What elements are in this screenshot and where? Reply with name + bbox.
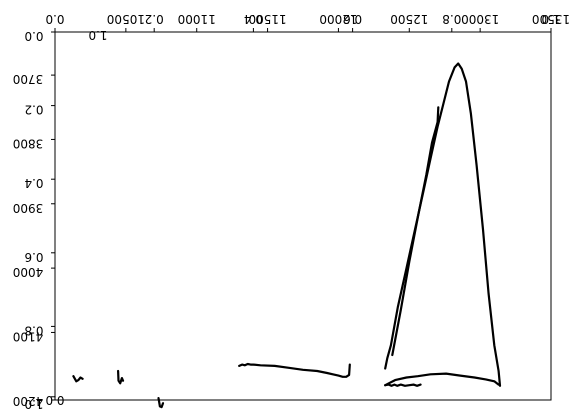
y-tick-label-4200: 4200 [13,394,44,408]
y2-tick-label-0.4: 0.4 [24,176,43,190]
x2-tick-label-0.6: 0.6 [343,12,362,26]
corner-label-x-extra: 1.0 [88,28,107,42]
x-tick-label-11000: 11000 [178,12,216,26]
x-tick-label-10500: 10500 [107,12,145,26]
trace-2 [116,369,125,385]
x2-tick-label-0.8: 0.8 [442,12,461,26]
y-tick-label-3900: 3900 [13,201,44,215]
trace-5 [384,62,502,387]
x-tick-label-12500: 12500 [390,12,428,26]
x2-tick-label-0.0: 0.0 [45,12,64,26]
y-tick-label-4000: 4000 [13,265,44,279]
data-traces [72,62,502,409]
x-tick-label-13000: 13000 [461,12,499,26]
corner-labels: 0.0 1.0 [45,28,107,407]
stray-bottom-label: 0.0 [45,393,64,407]
trace-1 [72,375,84,383]
x-tick-label-12000: 12000 [319,12,357,26]
x-tick-label-13500: 13500 [532,12,570,26]
trace-8 [391,106,440,357]
y-tick-label-3800: 3800 [13,136,44,150]
trace-6 [384,372,500,387]
secondary-ticks: 0.0 0.2 0.4 0.6 0.8 1.00.00.20.40.60.81.0 [24,12,560,411]
y2-tick-label-0.8: 0.8 [24,323,43,337]
axes [54,31,552,401]
x2-tick-label-0.2: 0.2 [145,12,164,26]
x-tick-label-11500: 11500 [248,12,286,26]
trace-3 [157,397,165,409]
y-tick-label-3700: 3700 [13,72,44,86]
x2-tick-label-0.4: 0.4 [244,12,263,26]
y2-tick-label-1.0: 1.0 [24,397,43,411]
x2-tick-label-1.0: 1.0 [541,12,560,26]
y2-tick-label-0.0: 0.0 [24,29,43,43]
trace-4 [238,362,351,378]
primary-ticks: 10500 11000 11500 12000 12500 13000 13500 3700 3… [13,12,570,408]
trace-7 [384,383,422,387]
y2-tick-label-0.6: 0.6 [24,250,43,264]
y-tick-label-4100: 4100 [13,329,44,343]
y2-tick-label-0.2: 0.2 [24,103,43,117]
plot-frame [54,31,552,401]
